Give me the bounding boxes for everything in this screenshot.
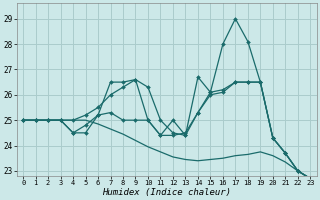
X-axis label: Humidex (Indice chaleur): Humidex (Indice chaleur)	[102, 188, 231, 197]
